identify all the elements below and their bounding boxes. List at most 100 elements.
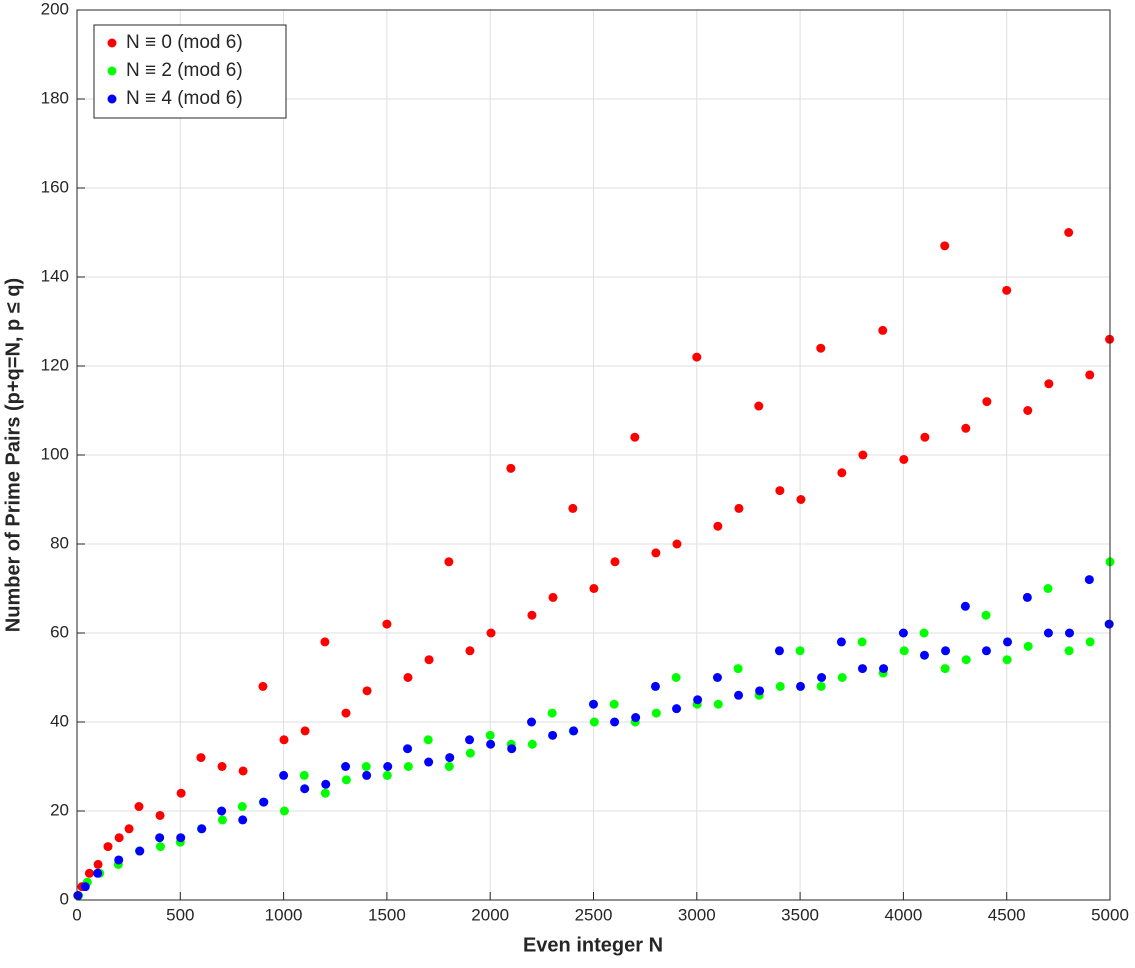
point	[114, 855, 124, 865]
point	[630, 432, 640, 442]
point	[919, 650, 929, 660]
point	[444, 557, 454, 567]
point	[527, 610, 537, 620]
legend-label: N ≡ 4 (mod 6)	[126, 88, 243, 109]
point	[238, 815, 248, 825]
point	[1023, 406, 1033, 415]
point	[1085, 637, 1095, 647]
point	[796, 495, 806, 504]
point	[258, 681, 268, 691]
x-tick-label: 500	[166, 905, 194, 924]
point	[1002, 285, 1012, 295]
point	[692, 352, 702, 362]
y-tick-label: 160	[41, 177, 69, 196]
point	[527, 717, 537, 727]
point	[734, 690, 744, 700]
point	[651, 708, 661, 718]
point	[1084, 575, 1094, 585]
point	[548, 730, 558, 740]
point	[362, 770, 372, 780]
point	[1065, 628, 1075, 638]
point	[217, 806, 227, 816]
y-tick-label: 20	[50, 800, 69, 819]
legend-label: N ≡ 0 (mod 6)	[126, 32, 243, 53]
point	[960, 601, 970, 611]
point	[713, 521, 723, 531]
point	[816, 343, 826, 353]
point	[650, 681, 660, 691]
legend-marker	[107, 94, 117, 104]
y-tick-label: 200	[41, 0, 69, 18]
point	[217, 815, 227, 825]
point	[755, 686, 765, 696]
point	[424, 655, 434, 665]
point	[279, 806, 289, 816]
point	[961, 423, 971, 433]
point	[341, 708, 351, 718]
y-tick-label: 140	[41, 266, 69, 285]
point	[465, 735, 475, 745]
point	[774, 646, 784, 656]
point	[300, 726, 310, 736]
point	[547, 708, 557, 718]
point	[878, 325, 888, 335]
point	[237, 802, 247, 812]
legend-label: N ≡ 2 (mod 6)	[126, 60, 243, 81]
point	[103, 842, 113, 852]
point	[671, 673, 681, 682]
point	[84, 868, 94, 878]
point	[507, 744, 517, 754]
point	[548, 592, 558, 602]
point	[651, 548, 661, 558]
point	[610, 557, 620, 567]
point	[383, 762, 393, 771]
point	[920, 432, 930, 442]
x-tick-label: 2500	[575, 905, 613, 924]
y-tick-label: 40	[50, 711, 69, 730]
point	[981, 610, 991, 620]
point	[176, 788, 186, 798]
y-tick-label: 120	[41, 355, 69, 374]
x-tick-label: 3000	[678, 905, 716, 924]
point	[341, 775, 351, 785]
y-tick-label: 60	[50, 622, 69, 641]
point	[569, 726, 579, 736]
point	[424, 757, 434, 767]
point	[134, 802, 144, 812]
point	[299, 770, 309, 780]
point	[1002, 655, 1012, 665]
points	[73, 228, 1115, 901]
point	[589, 584, 599, 593]
x-tick-label: 4000	[884, 905, 922, 924]
point	[899, 646, 909, 656]
point	[506, 463, 516, 473]
legend: N ≡ 0 (mod 6) N ≡ 2 (mod 6) N ≡ 4 (mod 6)	[93, 24, 287, 119]
point	[1085, 370, 1095, 380]
point	[1003, 637, 1013, 647]
point	[217, 762, 227, 771]
legend-marker	[107, 66, 117, 76]
x-tick-label: 5000	[1091, 905, 1129, 924]
point	[403, 744, 413, 754]
point	[857, 637, 867, 647]
point	[444, 762, 454, 771]
point	[1022, 592, 1032, 602]
point	[114, 833, 124, 843]
point	[858, 450, 868, 460]
point	[982, 397, 992, 407]
point	[940, 664, 950, 674]
point	[837, 468, 847, 478]
point	[176, 833, 186, 843]
x-tick-label: 1500	[368, 905, 406, 924]
x-axis-label: Even integer N	[523, 934, 663, 956]
legend-marker	[107, 38, 117, 48]
point	[93, 868, 103, 878]
point	[465, 646, 475, 656]
point	[196, 753, 206, 763]
point	[362, 686, 372, 696]
point	[465, 748, 475, 758]
point	[155, 810, 165, 820]
y-tick-label: 100	[41, 444, 69, 463]
point	[631, 713, 641, 723]
point	[486, 739, 496, 749]
